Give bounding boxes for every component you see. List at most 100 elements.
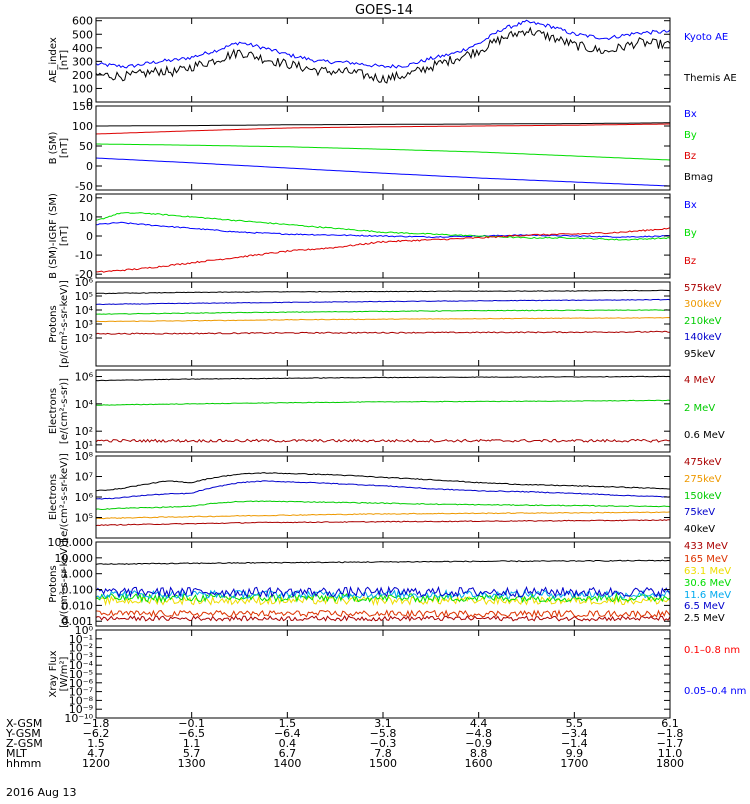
x-table-value: 9.9 (566, 747, 584, 760)
panel-frame (95, 17, 671, 103)
x-table-value: 1200 (82, 757, 110, 770)
series-group (96, 559, 670, 622)
y-tick-label: 10⁶ (75, 276, 94, 289)
y-tick-label: 1.000 (62, 568, 94, 581)
y-axis-title: Protons (48, 565, 59, 602)
x-table-value: −1.7 (657, 737, 684, 750)
y-tick-label: -10 (75, 249, 93, 262)
legend-label: 95keV (684, 349, 715, 360)
series-line-7-6 (96, 585, 670, 599)
y-tick-label: -20 (75, 268, 93, 281)
y-tick-label: 10⁻¹⁰ (64, 712, 93, 725)
x-table-row-label: MLT (6, 747, 27, 760)
legend-label: Bz (684, 151, 696, 162)
x-table-value: 6.1 (661, 717, 679, 730)
y-axis-title: AE_index (48, 37, 59, 83)
y-tick-label: 100 (72, 82, 93, 95)
panel-frame (95, 281, 671, 367)
y-tick-label: 10.000 (55, 552, 94, 565)
series-group (96, 289, 670, 335)
y-tick-label: 10⁻⁵ (69, 668, 93, 681)
y-axis-title: Electrons (48, 388, 59, 434)
y-tick-label: -50 (75, 180, 93, 193)
legend-label: Bx (684, 200, 697, 211)
y-tick-label: 400 (72, 42, 93, 55)
x-table-value: −1.8 (657, 727, 684, 740)
date-label: 2016 Aug 13 (6, 786, 76, 799)
x-table-value: 11.0 (658, 747, 683, 760)
y-axis-units: [e/(cm²-s-sr-keV)] (59, 453, 70, 541)
series-line-5-1 (96, 438, 670, 443)
x-table-value: 1.5 (87, 737, 105, 750)
x-table-value: −1.4 (561, 737, 588, 750)
series-line-2-1 (96, 157, 670, 187)
x-table-value: −1.8 (83, 717, 110, 730)
legend-label: 150keV (684, 491, 722, 502)
y-axis-units: [nT] (59, 50, 70, 70)
x-table-value: −4.8 (465, 727, 492, 740)
y-axis-title: B (SM) (48, 131, 59, 164)
y-tick-label: 10⁻⁷ (69, 686, 93, 699)
legend-label: Bx (684, 109, 697, 120)
legend-label: 0.6 MeV (684, 430, 725, 441)
series-line-6-5 (96, 472, 670, 492)
y-tick-label: 0 (86, 96, 93, 109)
legend-label: 210keV (684, 316, 722, 327)
legend-label: 2.5 MeV (684, 613, 725, 624)
panel-frame (95, 455, 671, 539)
y-tick-label: 10¹ (75, 439, 93, 452)
y-axis-units: [nT] (59, 138, 70, 158)
series-line-6-3 (96, 500, 670, 511)
y-axis-title: Electrons (48, 474, 59, 520)
legend-label: 140keV (684, 332, 722, 343)
x-table-value: 4.4 (470, 717, 488, 730)
series-group (96, 212, 670, 273)
legend-label: Kyoto AE (684, 32, 728, 43)
y-tick-label: 10⁰ (75, 624, 94, 637)
y-tick-label: 500 (72, 28, 93, 41)
y-tick-label: 0.001 (62, 615, 94, 628)
y-tick-label: 10⁻⁴ (69, 659, 94, 672)
y-tick-label: 10⁻² (69, 642, 93, 655)
legend-label: 2 MeV (684, 403, 715, 414)
y-tick-label: 20 (79, 192, 93, 205)
y-tick-label: 10² (75, 425, 93, 438)
x-table-value: −3.4 (561, 727, 588, 740)
series-group (96, 19, 670, 84)
series-line-3-2 (96, 212, 670, 241)
y-axis-units: [p/(cm²-s-sr-keV)] (59, 280, 70, 368)
x-table-value: 6.7 (279, 747, 297, 760)
y-tick-label: 10 (79, 211, 93, 224)
panel-3: -20 -10 0 10 20 B (SM)-IGRF (SM) [nT] Bx By Bz (48, 192, 697, 281)
legend-label: 475keV (684, 457, 722, 468)
legend-label: 0.05–0.4 nm (684, 686, 746, 697)
series-line-2-2 (96, 143, 670, 161)
series-line-5-3 (96, 375, 670, 382)
x-table-row-label: X-GSM (6, 717, 42, 730)
legend-label: 30.6 MeV (684, 578, 731, 589)
series-line-4-3 (96, 309, 670, 315)
y-tick-label: 0 (86, 230, 93, 243)
legend-label: 165 MeV (684, 554, 728, 565)
legend-label: Themis AE (683, 73, 737, 84)
series-line-6-1 (96, 519, 670, 527)
x-table-value: 1500 (369, 757, 397, 770)
x-table-value: 1400 (273, 757, 301, 770)
x-table-row-label: hhmm (6, 757, 41, 770)
series-group (96, 122, 670, 187)
y-tick-label: 10⁸ (75, 450, 94, 463)
x-table-value: −6.2 (83, 727, 110, 740)
legend-label: 433 MeV (684, 541, 728, 552)
x-table-value: −5.8 (370, 727, 397, 740)
x-table-row-label: Z-GSM (6, 737, 43, 750)
x-table-value: 7.8 (374, 747, 392, 760)
panel-frame (95, 541, 671, 627)
legend-label: 63.1 MeV (684, 566, 731, 577)
series-line-1-2 (96, 26, 670, 84)
x-table-value: 1700 (560, 757, 588, 770)
y-tick-label: 50 (79, 140, 93, 153)
legend-label: By (684, 130, 697, 141)
